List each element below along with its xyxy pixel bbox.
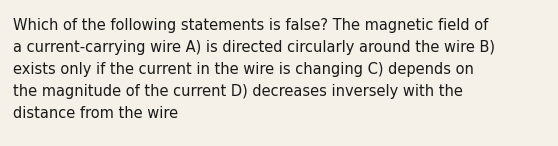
Text: Which of the following statements is false? The magnetic field of: Which of the following statements is fal… bbox=[13, 18, 488, 33]
Text: a current-carrying wire A) is directed circularly around the wire B): a current-carrying wire A) is directed c… bbox=[13, 40, 495, 55]
Text: the magnitude of the current D) decreases inversely with the: the magnitude of the current D) decrease… bbox=[13, 84, 463, 99]
Text: distance from the wire: distance from the wire bbox=[13, 106, 178, 121]
Text: exists only if the current in the wire is changing C) depends on: exists only if the current in the wire i… bbox=[13, 62, 474, 77]
